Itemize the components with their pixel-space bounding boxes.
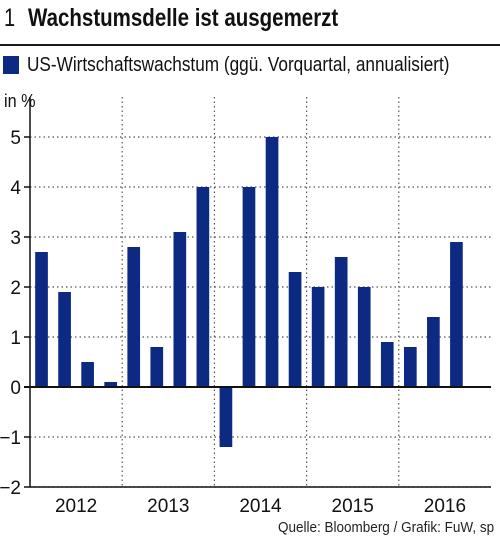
x-year-label: 2012 — [55, 496, 97, 517]
bar-q9 — [219, 387, 233, 447]
bar-q16 — [380, 342, 394, 387]
x-year-label: 2013 — [147, 496, 189, 517]
source-note: Quelle: Bloomberg / Grafik: FuW, sp — [277, 519, 494, 536]
y-tick-label: 0 — [10, 378, 21, 399]
y-tick-label: −2 — [0, 478, 21, 499]
y-tick-label: 4 — [10, 178, 21, 199]
legend-swatch — [3, 56, 19, 74]
bar-q1 — [35, 252, 48, 387]
bar-q5 — [127, 247, 141, 387]
title-rule — [0, 44, 500, 46]
y-tick-label: −1 — [0, 428, 21, 449]
legend-label: US-Wirtschaftswachstum (ggü. Vorquartal,… — [27, 54, 450, 76]
y-unit-label: in % — [4, 91, 36, 111]
x-year-label: 2015 — [332, 496, 374, 517]
bar-q4 — [104, 382, 118, 387]
y-tick-label: 1 — [10, 328, 21, 349]
bar-q6 — [150, 347, 164, 387]
bar-q10 — [242, 187, 256, 387]
figure-number: 1 — [4, 4, 16, 32]
y-tick-label: 5 — [10, 128, 21, 149]
bar-q19 — [450, 242, 463, 387]
bar-q18 — [427, 317, 440, 387]
x-year-label: 2016 — [424, 496, 466, 517]
bar-q15 — [357, 287, 371, 387]
bar-q2 — [58, 292, 71, 387]
y-tick-label: 2 — [10, 278, 21, 299]
x-year-label: 2014 — [239, 496, 282, 517]
bar-q3 — [81, 362, 94, 387]
chart-title: Wachstumsdelle ist ausgemerzt — [28, 4, 339, 32]
chart-header: 1 Wachstumsdelle ist ausgemerzt — [0, 0, 500, 44]
bar-q13 — [311, 287, 325, 387]
bar-q12 — [288, 272, 302, 387]
bar-q14 — [334, 257, 348, 387]
bar-q17 — [403, 347, 417, 387]
bar-q11 — [265, 137, 279, 387]
bar-q7 — [173, 232, 187, 387]
bar-q8 — [196, 187, 210, 387]
y-tick-label: 3 — [10, 228, 21, 249]
